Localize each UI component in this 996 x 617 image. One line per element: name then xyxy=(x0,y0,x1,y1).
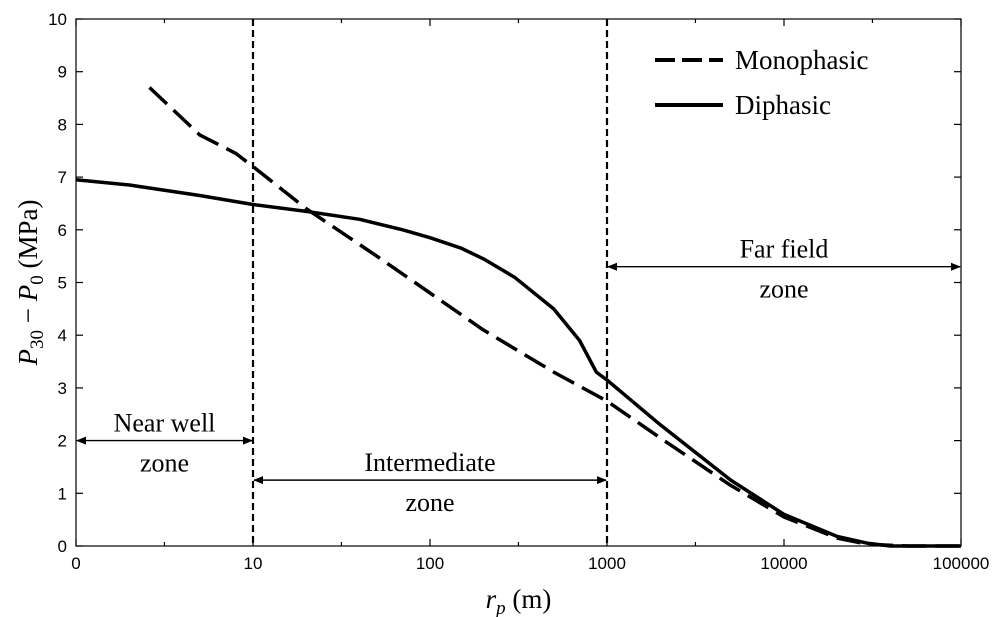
series-monophasic xyxy=(148,86,961,548)
y-tick-label: 3 xyxy=(58,379,67,398)
y-tick-label: 9 xyxy=(58,63,67,82)
y-label-p2: P xyxy=(13,285,43,303)
y-tick-label: 1 xyxy=(58,484,67,503)
ticks: 0 10 100 1000 10000 100000 0 1 2 3 4 5 6 7 8 9 10 xyxy=(48,10,989,573)
y-tick-label: 7 xyxy=(58,168,67,187)
zone-label: Near well xyxy=(114,409,216,438)
x-tick-label: 0 xyxy=(71,554,80,573)
legend: Monophasic Diphasic xyxy=(655,45,869,120)
x-label-sub: p xyxy=(494,598,506,617)
y-label-sub1: 30 xyxy=(27,330,48,349)
zone-label-line2: zone xyxy=(759,275,808,304)
axis-labels: rp (m)P30 − P0 (MPa) xyxy=(13,200,551,617)
y-tick-label: 4 xyxy=(58,326,67,345)
zone-label: Intermediate xyxy=(364,448,495,477)
y-label-minus: − xyxy=(13,301,43,330)
y-label-unit: (MPa) xyxy=(13,200,43,276)
zone-label: Far field xyxy=(740,235,829,264)
x-tick-label: 10000 xyxy=(760,554,807,573)
zone-annotations: Near well zone Intermediate zone Far field zo… xyxy=(76,235,961,517)
y-tick-label: 0 xyxy=(58,537,67,556)
y-axis-label: P30 − P0 (MPa) xyxy=(13,200,48,367)
legend-label: Monophasic xyxy=(735,45,869,75)
series-diphasic xyxy=(75,177,961,548)
x-label-var: r xyxy=(486,584,497,614)
series-group xyxy=(75,86,961,548)
x-axis-label: rp (m) xyxy=(486,584,552,617)
y-tick-label: 2 xyxy=(58,432,67,451)
zone-label-line2: zone xyxy=(140,449,189,478)
x-tick-label: 10 xyxy=(244,554,263,573)
y-tick-label: 10 xyxy=(48,10,67,29)
x-tick-label: 100 xyxy=(416,554,444,573)
y-tick-label: 6 xyxy=(58,221,67,240)
y-tick-label: 8 xyxy=(58,115,67,134)
y-label-sub2: 0 xyxy=(27,275,48,285)
x-label-unit: (m) xyxy=(506,584,552,614)
y-tick-label: 5 xyxy=(58,274,67,293)
zone-label-line2: zone xyxy=(405,488,454,517)
y-label-p1: P xyxy=(13,349,43,367)
x-tick-label: 1000 xyxy=(588,554,626,573)
legend-label: Diphasic xyxy=(735,90,831,120)
x-tick-label: 100000 xyxy=(933,554,990,573)
